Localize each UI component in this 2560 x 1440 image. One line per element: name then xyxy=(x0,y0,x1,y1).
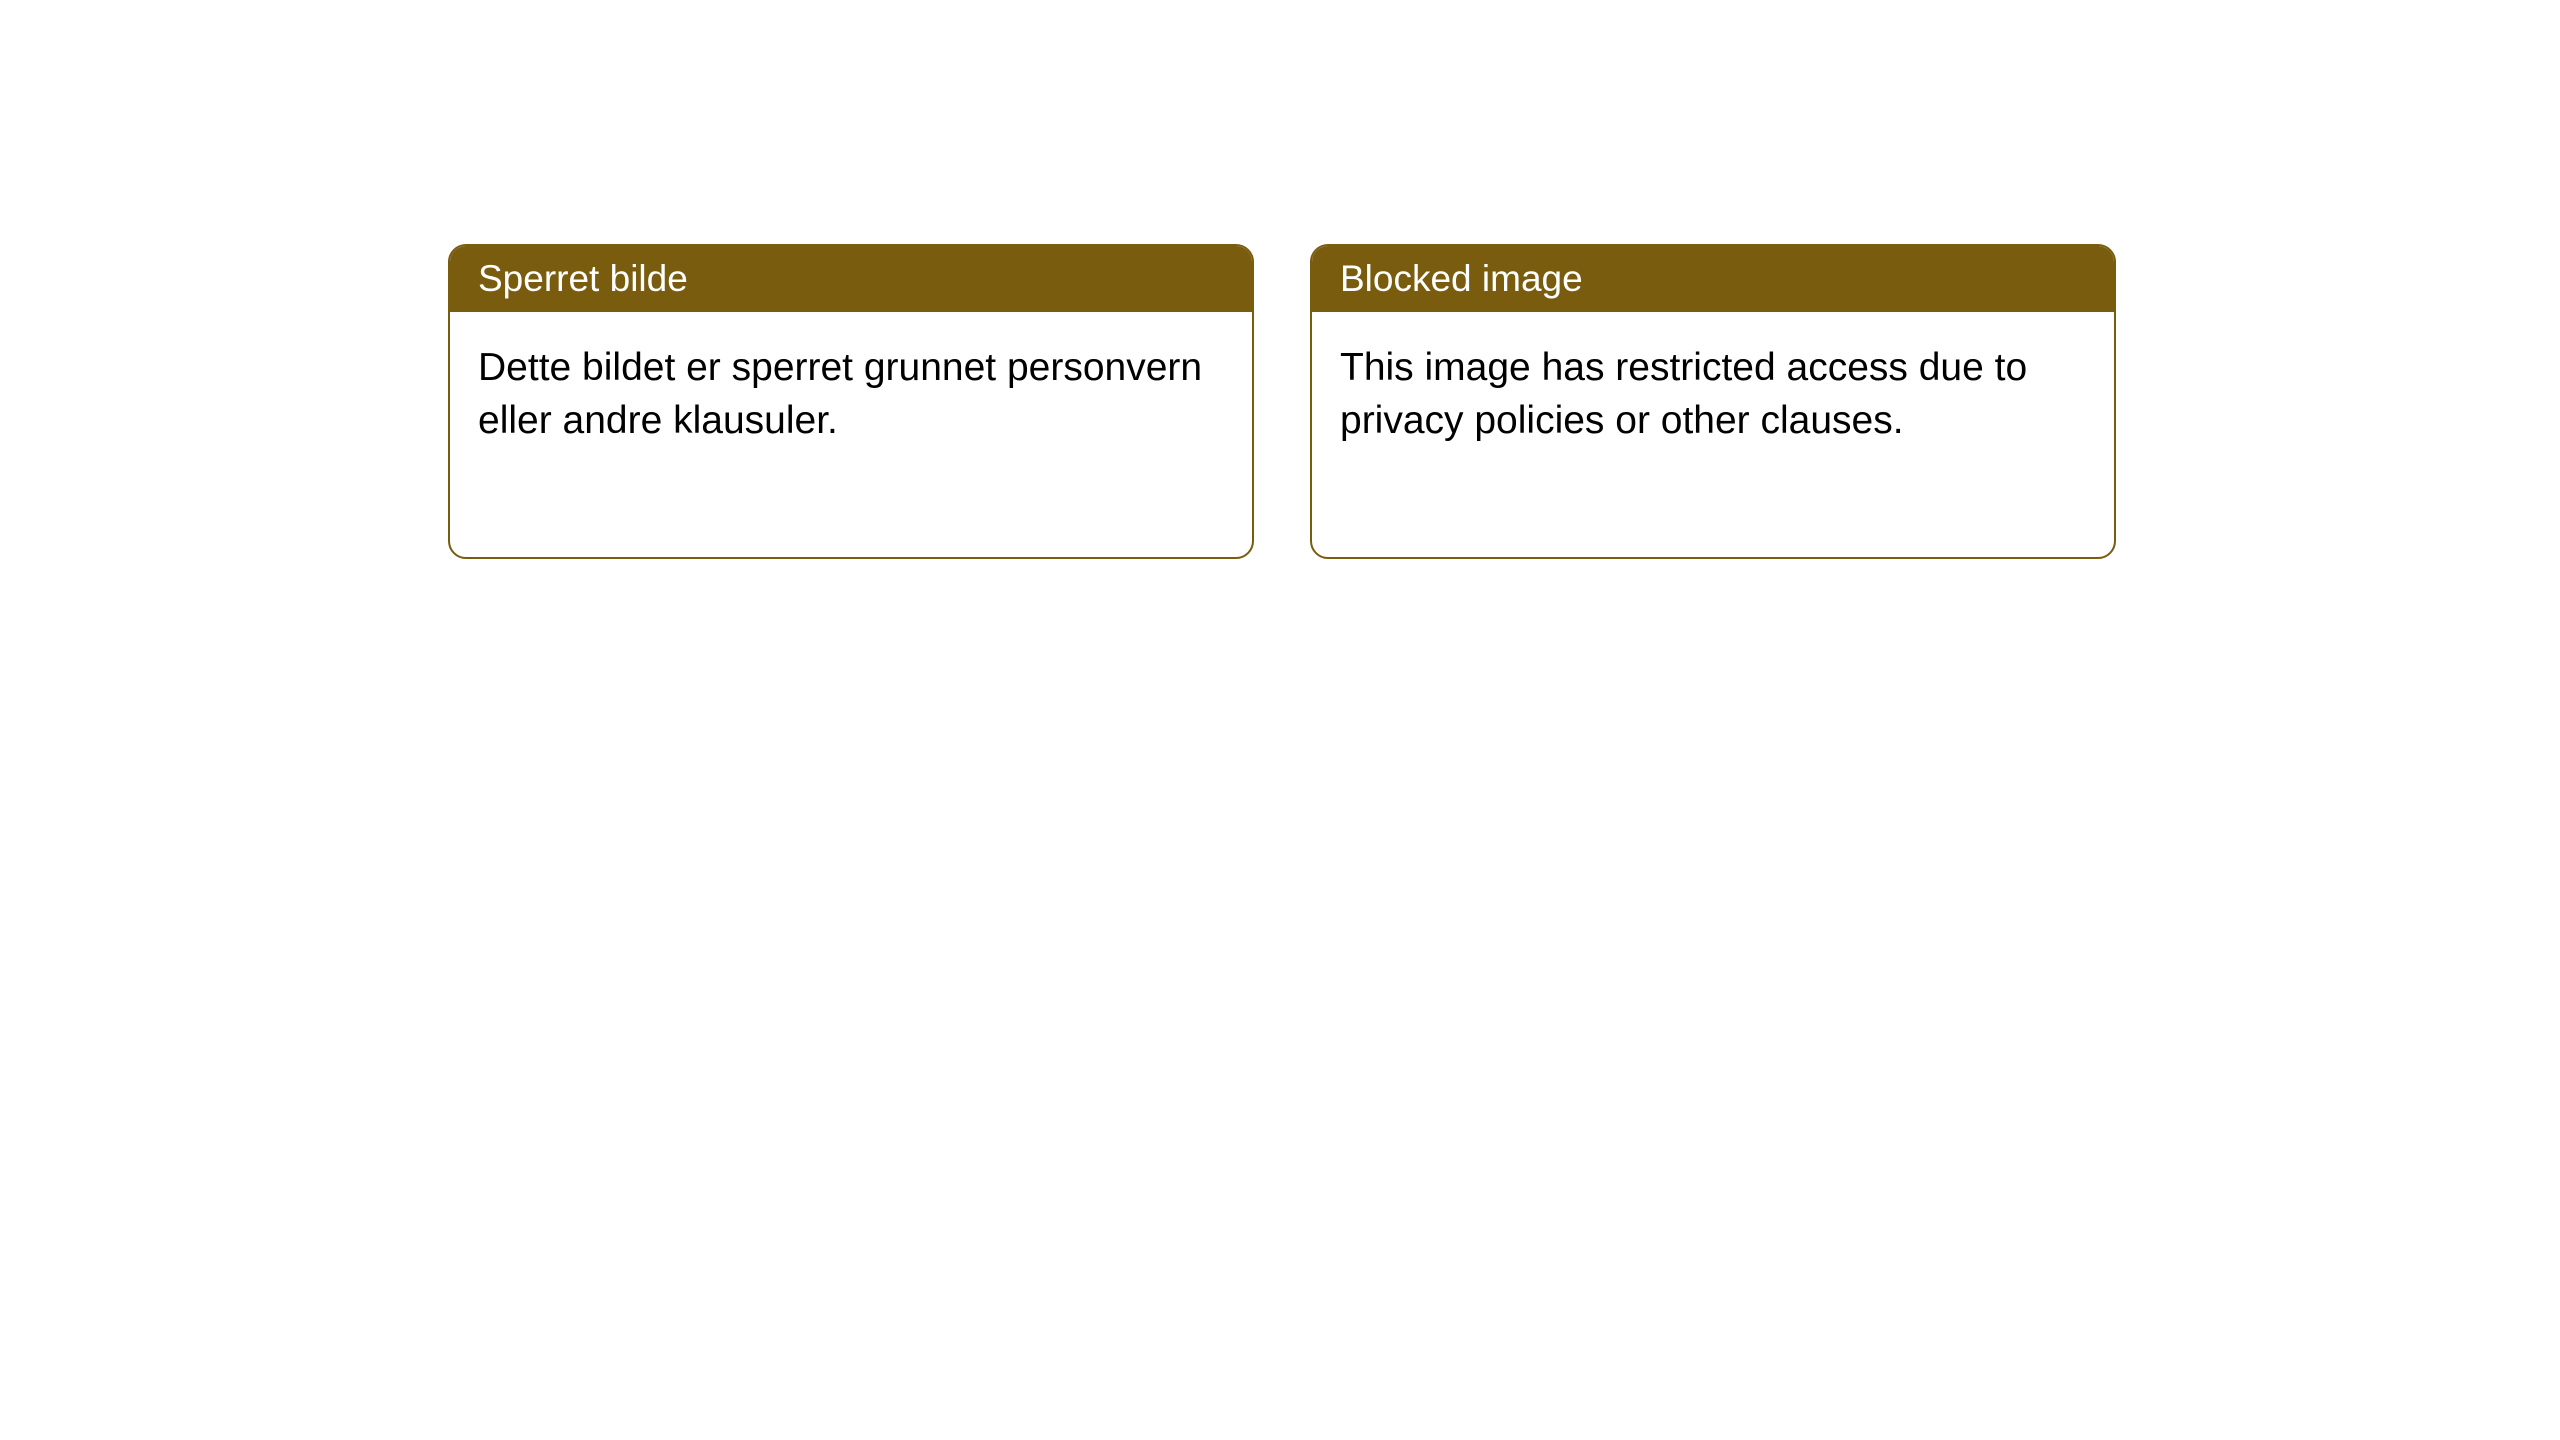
notice-card-norwegian: Sperret bilde Dette bildet er sperret gr… xyxy=(448,244,1254,559)
notice-header: Sperret bilde xyxy=(450,246,1252,312)
notice-header: Blocked image xyxy=(1312,246,2114,312)
notice-container: Sperret bilde Dette bildet er sperret gr… xyxy=(448,244,2116,559)
notice-body: Dette bildet er sperret grunnet personve… xyxy=(450,312,1252,557)
notice-body: This image has restricted access due to … xyxy=(1312,312,2114,527)
notice-card-english: Blocked image This image has restricted … xyxy=(1310,244,2116,559)
